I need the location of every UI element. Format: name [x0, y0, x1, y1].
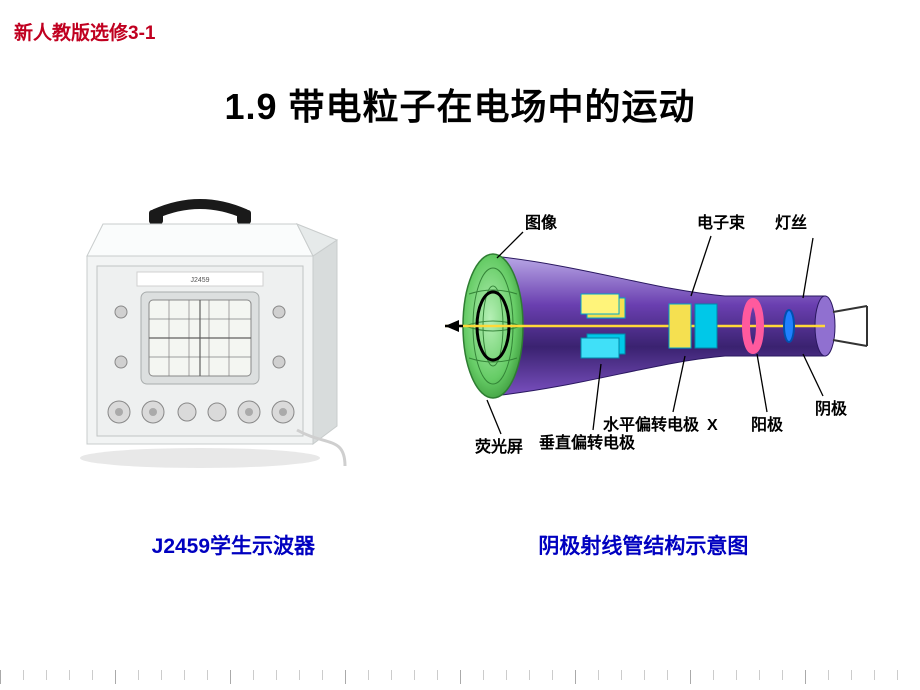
crt-diagram-illustration: 图像 电子束 灯丝 阴极 阳极 水平偏转电极 X 垂直偏转电极 荧光屏: [405, 186, 875, 476]
device-model-text: J2459: [190, 277, 209, 284]
figure-oscilloscope: J2459: [45, 186, 355, 506]
slide-title: 1.9 带电粒子在电场中的运动: [0, 78, 920, 130]
crt-label-image: 图像: [525, 213, 558, 232]
caption-oscilloscope: J2459学生示波器: [152, 530, 315, 560]
crt-label-filament: 灯丝: [775, 213, 807, 232]
figure-row: J2459: [0, 186, 920, 506]
caption-crt: 阴极射线管结构示意图: [538, 530, 748, 560]
textbook-series-label: 新人教版选修3-1: [14, 18, 155, 45]
crt-label-horiz-x: X: [707, 417, 718, 434]
crt-label-anode: 阳极: [751, 415, 784, 434]
crt-label-cathode: 阴极: [815, 399, 848, 418]
crt-label-vert: 垂直偏转电极: [539, 433, 636, 452]
crt-label-screen: 荧光屏: [475, 437, 523, 456]
oscilloscope-illustration: J2459: [45, 186, 355, 476]
bottom-ruler: [0, 670, 920, 684]
crt-label-horiz: 水平偏转电极: [603, 415, 700, 434]
caption-row: J2459学生示波器 阴极射线管结构示意图: [0, 530, 920, 560]
crt-label-ebeam: 电子束: [697, 213, 746, 232]
figure-crt-diagram: 图像 电子束 灯丝 阴极 阳极 水平偏转电极 X 垂直偏转电极 荧光屏: [405, 186, 875, 506]
